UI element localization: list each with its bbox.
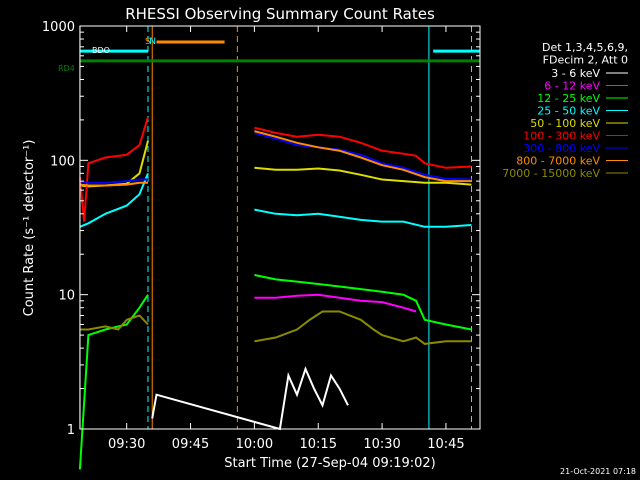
legend-entry-0: 3 - 6 keV — [551, 67, 600, 80]
y-tick-label-2: 100 — [50, 154, 75, 169]
legend-entry-2: 12 - 25 keV — [537, 92, 600, 105]
legend-entry-8: 7000 - 15000 keV — [502, 167, 600, 180]
legend-entry-3: 25 - 50 keV — [537, 105, 600, 118]
legend-entry-6: 300 - 800 keV — [523, 142, 600, 155]
x-tick-label-5: 10:45 — [427, 437, 464, 452]
y-tick-label-3: 1000 — [42, 20, 75, 35]
legend-entry-7: 800 - 7000 keV — [516, 155, 600, 168]
x-tick-label-1: 09:45 — [172, 437, 209, 452]
series-line-5-0 — [78, 116, 149, 222]
series-line-0-0 — [151, 366, 349, 431]
axes: 09:30 09:45 10:00 10:15 10:30 10:45 1 10 100 1000 — [42, 20, 480, 452]
series-line-1-0 — [254, 293, 417, 313]
x-tick-label-3: 10:15 — [300, 437, 337, 452]
series-line-2-0 — [78, 294, 149, 470]
legend-entry-4: 50 - 100 keV — [530, 117, 600, 130]
series-line-6-1 — [254, 131, 472, 181]
legend-header-1: FDecim 2, Att 0 — [543, 54, 628, 67]
series-line-3-1 — [254, 208, 472, 228]
series-line-2-1 — [254, 274, 472, 331]
y-tick-label-0: 1 — [67, 423, 75, 438]
y-tick-label-1: 10 — [58, 289, 75, 304]
series-line-7-0 — [79, 181, 148, 187]
state-bar-label-0: RD4 — [58, 64, 75, 73]
plot-frame — [79, 25, 481, 430]
flag-letter-0: S — [145, 37, 151, 47]
x-tick-label-0: 09:30 — [108, 437, 145, 452]
x-tick-label-2: 10:00 — [236, 437, 273, 452]
series-group — [78, 116, 472, 470]
state-bar-label-1: BDO — [92, 46, 110, 55]
footer-stamp: 21-Oct-2021 07:18 — [560, 467, 636, 476]
series-line-5-1 — [254, 126, 472, 169]
x-axis-label: Start Time (27-Sep-04 09:19:02) — [224, 456, 435, 471]
series-line-7-1 — [254, 130, 472, 183]
legend-entry-5: 100 - 300 keV — [523, 130, 600, 143]
series-line-3-0 — [79, 173, 149, 228]
legend: Det 1,3,4,5,6,9,FDecim 2, Att 03 - 6 keV… — [502, 41, 628, 180]
series-line-4-1 — [254, 166, 472, 186]
legend-entry-1: 6 - 12 keV — [544, 80, 600, 93]
series-line-6-0 — [79, 178, 148, 184]
series-line-8-0 — [79, 314, 149, 331]
x-tick-label-4: 10:30 — [363, 437, 400, 452]
series-line-8-1 — [254, 310, 472, 345]
chart-title: RHESSI Observing Summary Count Rates — [125, 5, 435, 23]
y-axis-label: Count Rate (s⁻¹ detector⁻¹) — [22, 140, 37, 317]
legend-header-0: Det 1,3,4,5,6,9, — [542, 41, 628, 54]
state-bars: RD4 BDO SN — [58, 37, 480, 73]
flag-letter-1: N — [149, 37, 156, 47]
